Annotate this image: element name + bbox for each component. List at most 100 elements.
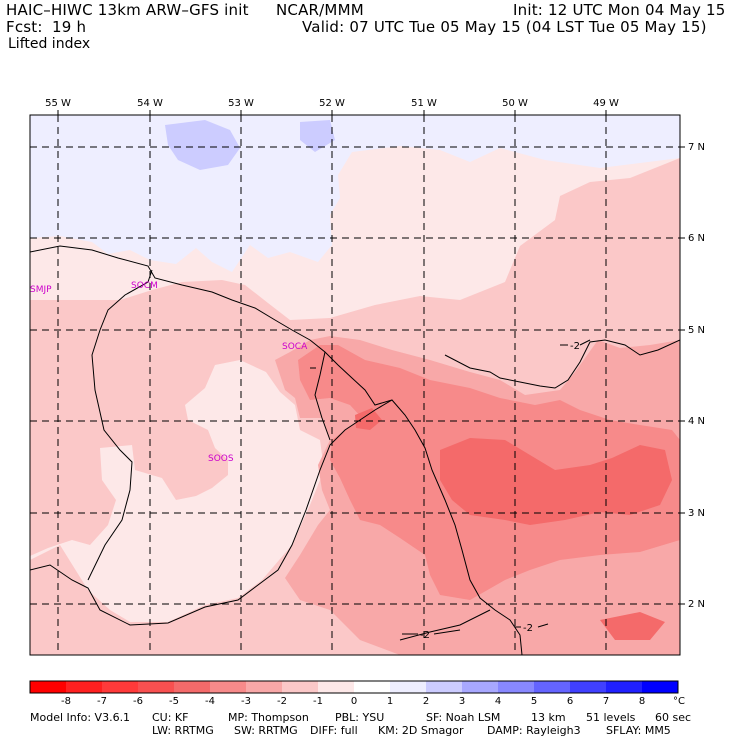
field-minus4-pocket-1 <box>440 438 672 525</box>
model-info: Model Info: V3.6.1 <box>30 711 131 724</box>
lon-label: 50 W <box>502 98 528 109</box>
colorbar-swatch <box>102 681 139 693</box>
lw-scheme: LW: RRTMG <box>152 724 214 737</box>
colorbar-swatch <box>66 681 103 693</box>
border-french-guiana <box>314 351 331 441</box>
field-minus4-pocket-2 <box>355 408 382 430</box>
colorbar-swatch <box>174 681 211 693</box>
colorbar-swatch <box>246 681 283 693</box>
lon-label: 49 W <box>593 98 619 109</box>
colorbar-swatch <box>570 681 607 693</box>
lon-label: 55 W <box>45 98 71 109</box>
border-suriname-west <box>87 269 153 581</box>
lon-labels: 55 W 54 W 53 W 52 W 51 W 50 W 49 W <box>45 98 619 109</box>
field-minus1-pocket <box>560 195 660 232</box>
border-suriname-guyana <box>30 399 393 626</box>
colorbar-swatch <box>642 681 679 693</box>
model-title: HAIC–HIWC 13km ARW–GFS init <box>6 1 249 19</box>
colorbar-swatch <box>426 681 463 693</box>
colorbar-tick-labels: -8 -7 -6 -5 -4 -3 -2 -1 0 1 2 3 4 5 6 7 8 <box>61 696 645 707</box>
lat-labels: 7 N 6 N 5 N 4 N 3 N 2 N <box>688 142 705 610</box>
contour-label: -2 <box>570 341 580 352</box>
colorbar-tick: 3 <box>459 696 465 707</box>
diff-scheme: DIFF: full <box>310 724 358 737</box>
colorbar-swatch <box>30 681 67 693</box>
colorbar-unit: °C <box>673 696 685 707</box>
map-frame <box>29 114 681 656</box>
valid-time: Valid: 07 UTC Tue 05 May 15 (04 LST Tue … <box>302 18 707 36</box>
colorbar-tick: -6 <box>133 696 143 707</box>
colorbar-tick: 1 <box>387 696 393 707</box>
contour-label: -2 <box>420 630 430 641</box>
colorbar-swatch <box>606 681 643 693</box>
colorbar <box>29 680 679 694</box>
init-time: Init: 12 UTC Mon 04 May 15 <box>513 1 726 19</box>
station-soca: SOCA <box>282 342 308 352</box>
lat-label: 6 N <box>688 233 705 244</box>
lat-label: 3 N <box>688 508 705 519</box>
km-scheme: KM: 2D Smagor <box>378 724 464 737</box>
colorbar-swatch <box>498 681 535 693</box>
cu-scheme: CU: KF <box>152 711 189 724</box>
coastline-south <box>444 339 680 389</box>
colorbar-tick: -1 <box>313 696 323 707</box>
colorbar-tick: 8 <box>639 696 645 707</box>
colorbar-tick: -2 <box>277 696 287 707</box>
damp-scheme: DAMP: Rayleigh3 <box>487 724 581 737</box>
field-minus4-pocket-3 <box>600 612 665 640</box>
lat-label: 4 N <box>688 416 705 427</box>
colorbar-swatch <box>138 681 175 693</box>
colorbar-frame <box>29 680 679 694</box>
coastline <box>30 245 523 655</box>
colorbar-swatch <box>318 681 355 693</box>
resolution: 13 km <box>531 711 566 724</box>
mp-scheme: MP: Thompson <box>228 711 309 724</box>
sw-scheme: SW: RRTMG <box>234 724 298 737</box>
colorbar-swatch <box>354 681 391 693</box>
lon-label: 52 W <box>319 98 345 109</box>
lon-label: 53 W <box>228 98 254 109</box>
contour-lines <box>310 339 591 635</box>
river-lower <box>399 609 491 641</box>
colorbar-tick: 0 <box>351 696 357 707</box>
station-smjp: SMJP <box>30 285 52 295</box>
colorbar-tick: -4 <box>205 696 215 707</box>
colorbar-swatch <box>534 681 571 693</box>
lat-label: 7 N <box>688 142 705 153</box>
colorbar-swatch <box>390 681 427 693</box>
timestep: 60 sec <box>655 711 692 724</box>
colorbar-tick: -8 <box>61 696 71 707</box>
field-positive-blob-2 <box>300 120 335 152</box>
colorbar-tick: 6 <box>567 696 573 707</box>
station-socm: SOCM <box>131 281 158 291</box>
contour-labels: -2 -2 -2 <box>420 341 580 641</box>
station-soos: SOOS <box>208 454 234 464</box>
shaded-field <box>30 115 680 655</box>
colorbar-swatch <box>210 681 247 693</box>
lat-label: 2 N <box>688 599 705 610</box>
station-labels: SMJP SOCM SOCA SOOS <box>30 281 308 464</box>
colorbar-tick: -7 <box>97 696 107 707</box>
sflay-scheme: SFLAY: MM5 <box>606 724 671 737</box>
forecast-hour: 19 h <box>52 18 87 36</box>
axis-ticks <box>57 110 685 605</box>
colorbar-tick: 2 <box>423 696 429 707</box>
lon-label: 54 W <box>137 98 163 109</box>
lat-label: 5 N <box>688 325 705 336</box>
lon-label: 51 W <box>411 98 437 109</box>
pbl-scheme: PBL: YSU <box>335 711 385 724</box>
organization: NCAR/MMM <box>276 1 364 19</box>
colorbar-tick: 5 <box>531 696 537 707</box>
forecast-label: Fcst: <box>6 18 43 36</box>
colorbar-tick: 7 <box>603 696 609 707</box>
sf-scheme: SF: Noah LSM <box>426 711 501 724</box>
boundaries <box>30 245 680 655</box>
colorbar-tick: 4 <box>495 696 501 707</box>
field-name: Lifted index <box>8 36 91 52</box>
colorbar-swatch <box>462 681 499 693</box>
levels: 51 levels <box>586 711 636 724</box>
contour-label: -2 <box>523 623 533 634</box>
field-positive-blob-1 <box>165 120 240 170</box>
colorbar-tick: -3 <box>241 696 251 707</box>
